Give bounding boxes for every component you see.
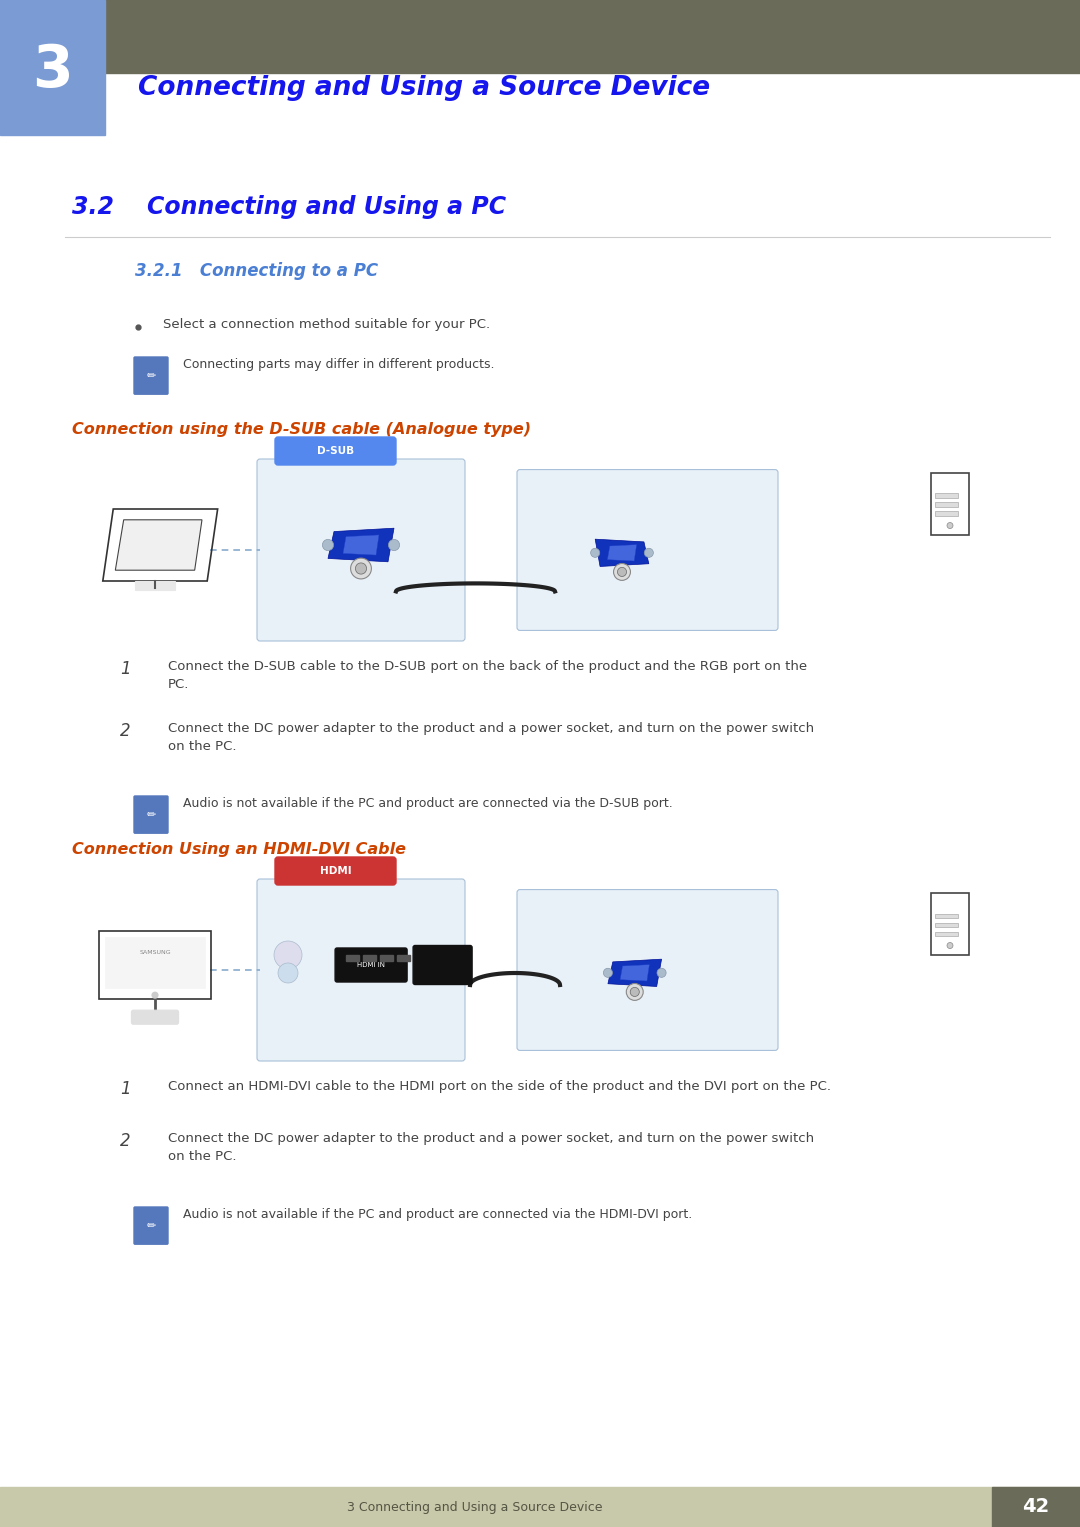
Bar: [363, 954, 376, 960]
Text: ✏: ✏: [146, 1220, 156, 1231]
Text: Audio is not available if the PC and product are connected via the HDMI-DVI port: Audio is not available if the PC and pro…: [183, 1208, 692, 1222]
Text: 3 Connecting and Using a Source Device: 3 Connecting and Using a Source Device: [348, 1501, 603, 1513]
Polygon shape: [328, 528, 394, 562]
Bar: [935, 931, 958, 936]
Text: Select a connection method suitable for your PC.: Select a connection method suitable for …: [163, 318, 490, 331]
Polygon shape: [116, 519, 202, 570]
Bar: [0, 0, 105, 134]
Bar: [0, 1487, 1080, 1527]
FancyBboxPatch shape: [414, 945, 472, 985]
Circle shape: [323, 539, 334, 551]
Polygon shape: [343, 534, 379, 556]
FancyBboxPatch shape: [134, 357, 168, 394]
Bar: [397, 954, 410, 960]
Circle shape: [351, 559, 372, 579]
Circle shape: [645, 548, 653, 557]
Text: 42: 42: [1023, 1498, 1050, 1516]
Circle shape: [947, 942, 953, 948]
Text: SAMSUNG: SAMSUNG: [139, 950, 171, 956]
Text: 1: 1: [120, 660, 131, 678]
Text: Connecting parts may differ in different products.: Connecting parts may differ in different…: [183, 357, 495, 371]
FancyBboxPatch shape: [257, 460, 465, 641]
Circle shape: [613, 563, 631, 580]
Polygon shape: [608, 959, 662, 986]
Bar: [346, 954, 359, 960]
Circle shape: [355, 563, 366, 574]
Circle shape: [274, 941, 302, 970]
Circle shape: [278, 964, 298, 983]
Text: ✏: ✏: [146, 371, 156, 380]
Text: 2: 2: [120, 722, 131, 741]
Text: Connection using the D-SUB cable (Analogue type): Connection using the D-SUB cable (Analog…: [72, 421, 531, 437]
Text: 2: 2: [120, 1132, 131, 1150]
Bar: [135, 580, 175, 589]
Circle shape: [657, 968, 666, 977]
Text: Connecting and Using a Source Device: Connecting and Using a Source Device: [138, 75, 711, 101]
Circle shape: [626, 983, 644, 1000]
Circle shape: [604, 968, 612, 977]
Text: HDMI IN: HDMI IN: [357, 962, 386, 968]
FancyBboxPatch shape: [134, 796, 168, 834]
Circle shape: [389, 539, 400, 551]
Bar: [380, 954, 393, 960]
FancyBboxPatch shape: [134, 1206, 168, 1245]
Text: Connect the DC power adapter to the product and a power socket, and turn on the : Connect the DC power adapter to the prod…: [168, 722, 814, 753]
FancyBboxPatch shape: [132, 1011, 178, 1025]
Bar: [935, 922, 958, 927]
FancyBboxPatch shape: [517, 890, 778, 1051]
Bar: [993, 1487, 1080, 1527]
Text: 3.2    Connecting and Using a PC: 3.2 Connecting and Using a PC: [72, 195, 507, 218]
FancyBboxPatch shape: [257, 880, 465, 1061]
Polygon shape: [595, 539, 649, 567]
Bar: [935, 913, 958, 918]
Circle shape: [631, 988, 639, 997]
Circle shape: [947, 522, 953, 528]
Text: 1: 1: [120, 1080, 131, 1098]
Polygon shape: [607, 545, 636, 560]
Circle shape: [591, 548, 599, 557]
FancyBboxPatch shape: [517, 470, 778, 631]
Text: ✏: ✏: [146, 809, 156, 820]
Circle shape: [618, 568, 626, 577]
Circle shape: [152, 993, 158, 999]
Text: Connect an HDMI-DVI cable to the HDMI port on the side of the product and the DV: Connect an HDMI-DVI cable to the HDMI po…: [168, 1080, 831, 1093]
Text: 3: 3: [32, 41, 72, 99]
Text: Connect the DC power adapter to the product and a power socket, and turn on the : Connect the DC power adapter to the prod…: [168, 1132, 814, 1164]
Text: 3.2.1   Connecting to a PC: 3.2.1 Connecting to a PC: [135, 263, 378, 279]
Bar: [931, 893, 969, 954]
Bar: [931, 473, 969, 534]
Text: Audio is not available if the PC and product are connected via the D-SUB port.: Audio is not available if the PC and pro…: [183, 797, 673, 809]
Text: HDMI: HDMI: [320, 866, 351, 876]
Bar: [0, 0, 1080, 73]
Text: Connect the D-SUB cable to the D-SUB port on the back of the product and the RGB: Connect the D-SUB cable to the D-SUB por…: [168, 660, 807, 692]
FancyBboxPatch shape: [275, 437, 396, 466]
Bar: [935, 493, 958, 498]
Polygon shape: [620, 965, 649, 980]
FancyBboxPatch shape: [335, 948, 407, 982]
Text: D-SUB: D-SUB: [316, 446, 354, 457]
FancyBboxPatch shape: [275, 857, 396, 886]
Bar: [105, 936, 205, 988]
Bar: [935, 502, 958, 507]
Text: Connection Using an HDMI-DVI Cable: Connection Using an HDMI-DVI Cable: [72, 841, 406, 857]
Bar: [935, 512, 958, 516]
